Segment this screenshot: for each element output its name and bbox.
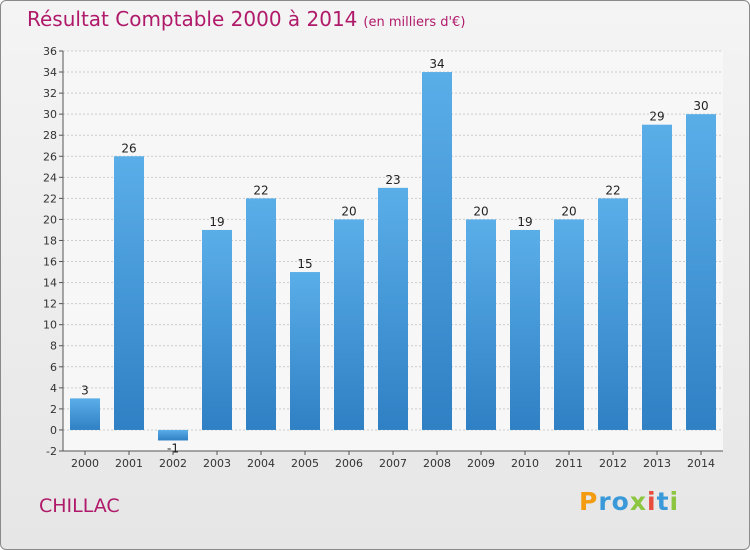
- bar: [554, 219, 584, 430]
- y-tick-label: 30: [43, 108, 57, 121]
- y-tick-label: 26: [43, 150, 57, 163]
- bar-value-label: 19: [209, 215, 224, 229]
- x-tick-label: 2005: [291, 457, 319, 470]
- bar: [334, 219, 364, 430]
- y-tick-label: -2: [46, 445, 57, 458]
- bar: [70, 398, 100, 430]
- chart-subtitle: (en milliers d'€): [363, 15, 466, 30]
- bar-value-label: 15: [297, 257, 312, 271]
- bar-value-label: 29: [649, 110, 664, 124]
- x-tick-label: 2000: [71, 457, 99, 470]
- y-tick-label: 10: [43, 319, 57, 332]
- y-tick-label: 32: [43, 87, 57, 100]
- bar-value-label: 20: [561, 204, 576, 218]
- bar: [202, 229, 232, 430]
- bar-value-label: -1: [167, 441, 179, 455]
- x-tick-label: 2011: [555, 457, 583, 470]
- bar: [246, 198, 276, 430]
- x-tick-label: 2006: [335, 457, 363, 470]
- bar-value-label: 22: [253, 183, 268, 197]
- bar: [378, 187, 408, 430]
- y-tick-label: 22: [43, 192, 57, 205]
- x-tick-label: 2004: [247, 457, 275, 470]
- y-tick-label: 0: [50, 424, 57, 437]
- bar: [158, 429, 188, 441]
- y-tick-label: 14: [43, 277, 57, 290]
- x-tick-label: 2009: [467, 457, 495, 470]
- y-tick-label: 28: [43, 129, 57, 142]
- x-tick-label: 2010: [511, 457, 539, 470]
- y-tick-label: 24: [43, 171, 57, 184]
- commune-name: CHILLAC: [39, 495, 120, 517]
- proxiti-logo: Proxiti: [579, 487, 679, 516]
- bar: [642, 124, 672, 430]
- bar: [686, 114, 716, 430]
- logo-letter: o: [611, 487, 630, 516]
- bar: [466, 219, 496, 430]
- y-tick-label: 2: [50, 403, 57, 416]
- bar-value-label: 26: [121, 141, 136, 155]
- x-tick-label: 2014: [687, 457, 715, 470]
- logo-letter: x: [629, 487, 647, 516]
- x-tick-label: 2007: [379, 457, 407, 470]
- x-tick-label: 2001: [115, 457, 143, 470]
- bar-value-label: 20: [473, 204, 488, 218]
- logo-letter: i: [669, 487, 680, 516]
- x-tick-label: 2008: [423, 457, 451, 470]
- logo-letter: r: [598, 487, 612, 516]
- bar-value-label: 30: [693, 99, 708, 113]
- bar-value-label: 23: [385, 173, 400, 187]
- x-tick-label: 2002: [159, 457, 187, 470]
- y-tick-label: 16: [43, 256, 57, 269]
- chart-title-text: Résultat Comptable 2000 à 2014: [27, 7, 358, 31]
- bar-value-label: 3: [81, 383, 89, 397]
- bar-value-label: 20: [341, 204, 356, 218]
- y-tick-label: 8: [50, 340, 57, 353]
- logo-letter: t: [656, 487, 670, 516]
- bar: [114, 156, 144, 430]
- y-tick-label: 18: [43, 234, 57, 247]
- logo-letter: i: [647, 487, 657, 516]
- y-tick-label: 12: [43, 298, 57, 311]
- y-tick-label: 6: [50, 361, 57, 374]
- logo-letter: P: [579, 487, 599, 516]
- y-tick-label: 36: [43, 45, 57, 58]
- y-tick-label: 4: [50, 382, 57, 395]
- bar-value-label: 22: [605, 183, 620, 197]
- bar: [422, 72, 452, 430]
- bar: [598, 198, 628, 430]
- y-tick-label: 34: [43, 66, 57, 79]
- y-tick-label: 20: [43, 213, 57, 226]
- x-tick-label: 2012: [599, 457, 627, 470]
- chart-title: Résultat Comptable 2000 à 2014 (en millie…: [27, 7, 465, 31]
- bar-value-label: 19: [517, 215, 532, 229]
- bar: [290, 272, 320, 430]
- x-tick-label: 2013: [643, 457, 671, 470]
- bar: [510, 229, 540, 430]
- x-tick-label: 2003: [203, 457, 231, 470]
- bar-value-label: 34: [429, 57, 444, 71]
